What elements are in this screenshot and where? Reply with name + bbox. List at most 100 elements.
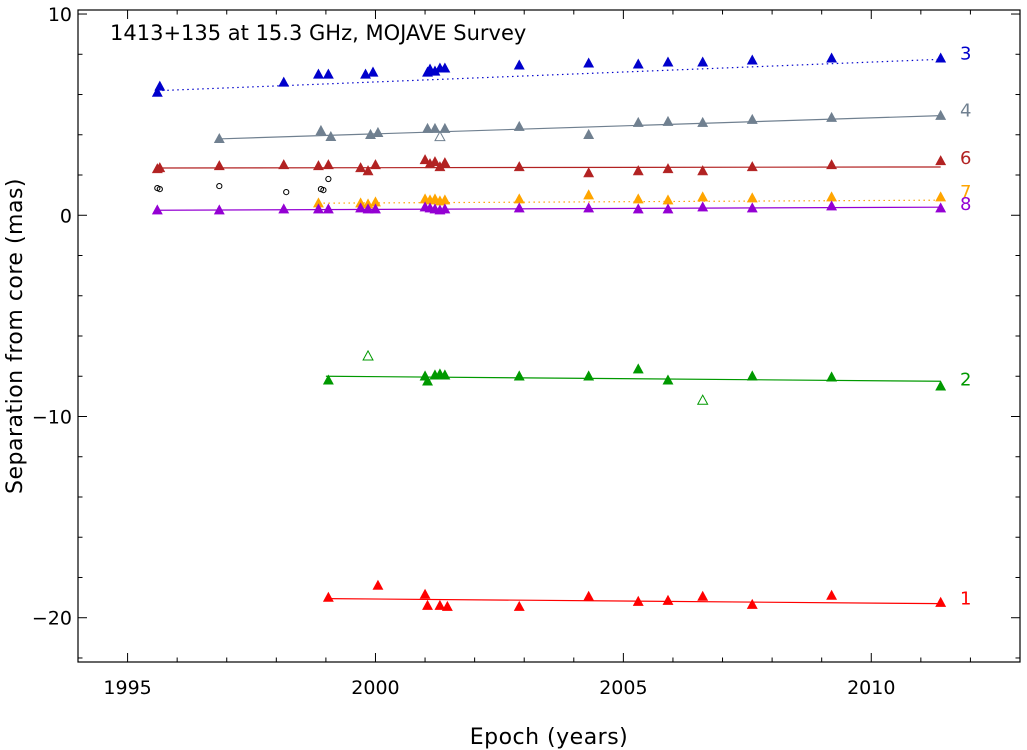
y-tick-label: 10: [48, 4, 72, 26]
y-tick-label: −10: [32, 406, 72, 428]
point-component-2: [826, 371, 838, 382]
chart-title: 1413+135 at 15.3 GHz, MOJAVE Survey: [110, 21, 526, 45]
point-component-6: [826, 159, 838, 170]
open-circle-point: [156, 185, 163, 193]
point-component-8: [826, 200, 838, 211]
point-component-3: [513, 59, 525, 70]
fit-lines: [157, 58, 941, 605]
open-circle-point: [283, 189, 290, 196]
point-component-8: [370, 203, 381, 214]
y-tick-label: −20: [32, 608, 72, 630]
point-component-7: [697, 191, 709, 202]
point-component-6: [662, 163, 674, 174]
point-component-3: [632, 58, 644, 69]
plot-frame: [77, 9, 1021, 663]
point-component-2: [422, 375, 433, 386]
point-component-8: [583, 202, 595, 213]
point-component-6: [370, 159, 381, 170]
point-component-2: [662, 374, 674, 385]
point-component-3: [662, 56, 674, 67]
component-labels: 3 4 6 78 2 1: [960, 43, 971, 609]
point-component-6: [362, 165, 374, 176]
point-component-1: [583, 590, 595, 601]
point-component-4: [429, 122, 441, 133]
point-component-1: [419, 588, 431, 599]
fit-line-component-6: [157, 166, 941, 169]
point-component-8: [362, 203, 374, 214]
point-component-3: [278, 76, 290, 87]
point-component-1: [434, 599, 446, 610]
open-point-component-4: [434, 130, 446, 142]
point-component-3: [697, 56, 709, 67]
point-component-8: [151, 204, 163, 215]
point-component-6: [154, 162, 166, 173]
y-axis-label: Separation from core (mas): [3, 178, 28, 494]
point-component-6: [213, 160, 225, 171]
point-component-7: [632, 193, 644, 204]
point-component-4: [372, 126, 384, 137]
point-component-4: [213, 132, 225, 143]
point-component-8: [278, 203, 290, 214]
point-component-8: [935, 202, 947, 213]
point-component-4: [662, 115, 674, 126]
point-component-4: [439, 122, 451, 133]
axis-ticks: [77, 10, 1021, 662]
fit-line-component-7: [318, 199, 941, 204]
point-component-2: [583, 370, 595, 381]
point-component-2: [439, 369, 451, 380]
point-component-8: [697, 201, 709, 212]
point-component-4: [513, 120, 525, 131]
component-label-4: 4: [960, 101, 971, 122]
point-component-2: [322, 374, 334, 385]
point-component-6: [513, 161, 525, 172]
fit-line-component-2: [325, 375, 941, 382]
point-component-6: [313, 160, 324, 171]
point-component-3: [935, 52, 947, 63]
point-component-4: [583, 128, 595, 139]
component-label-7: 7: [960, 182, 971, 203]
point-component-8: [513, 202, 525, 213]
point-component-1: [513, 600, 525, 611]
point-component-2: [632, 363, 644, 374]
point-component-3: [360, 68, 372, 79]
point-component-1: [697, 590, 709, 601]
point-component-8: [439, 203, 451, 214]
point-component-8: [632, 203, 644, 214]
x-axis-label: Epoch (years): [470, 725, 629, 750]
component-label-1: 1: [960, 589, 971, 610]
component-label-8: 8: [960, 194, 971, 215]
point-component-3: [746, 54, 758, 65]
point-component-1: [935, 596, 947, 607]
open-point-component-2: [362, 349, 374, 361]
point-component-6: [632, 165, 644, 176]
point-component-4: [935, 109, 947, 120]
open-point-component-2: [696, 394, 709, 405]
x-tick-label: 1995: [103, 677, 151, 699]
point-component-7: [935, 191, 947, 202]
point-component-8: [213, 204, 225, 215]
point-component-8: [746, 202, 758, 213]
point-component-1: [826, 589, 838, 600]
point-component-3: [439, 62, 451, 73]
point-component-3: [367, 66, 379, 77]
point-component-6: [935, 155, 947, 166]
point-component-3: [826, 52, 838, 63]
point-component-8: [322, 203, 334, 214]
point-component-4: [826, 111, 838, 122]
point-component-1: [746, 598, 758, 609]
point-component-6: [278, 159, 290, 170]
point-component-3: [583, 57, 595, 68]
point-component-6: [322, 159, 334, 170]
point-component-4: [422, 122, 433, 133]
fit-line-component-1: [328, 598, 941, 605]
point-component-7: [746, 192, 758, 203]
point-component-4: [315, 124, 327, 135]
point-component-7: [826, 191, 838, 202]
point-component-8: [355, 202, 367, 213]
point-component-1: [662, 594, 674, 605]
point-component-2: [935, 380, 947, 391]
point-component-7: [662, 194, 674, 205]
fit-line-component-4: [221, 115, 941, 140]
component-label-3: 3: [960, 43, 971, 64]
